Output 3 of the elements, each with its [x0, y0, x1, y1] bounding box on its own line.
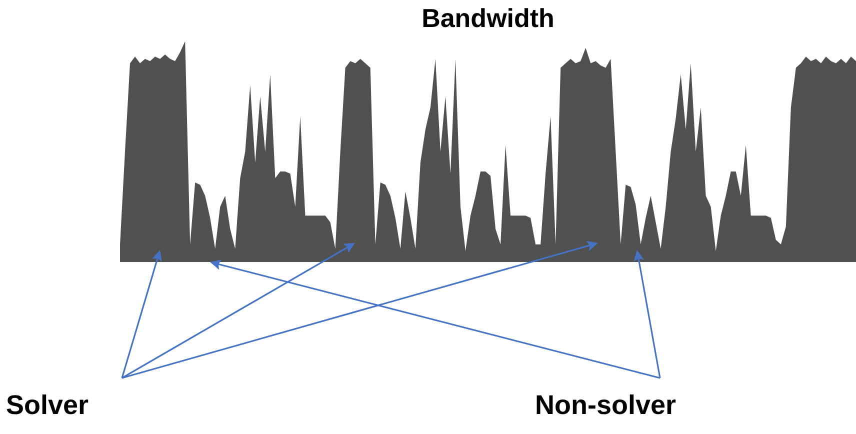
text: Solver [6, 390, 89, 421]
chart-title: Bandwidth [422, 2, 554, 33]
text: Non-solver [535, 390, 676, 421]
